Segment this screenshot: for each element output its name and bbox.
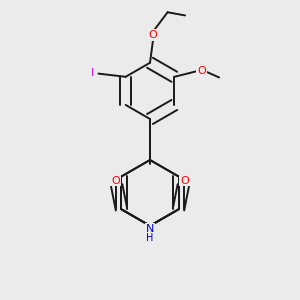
Text: O: O	[111, 176, 120, 186]
Text: I: I	[91, 68, 94, 78]
Text: N: N	[146, 224, 154, 234]
Text: O: O	[197, 66, 206, 76]
Text: O: O	[180, 176, 189, 186]
Text: H: H	[146, 233, 154, 243]
Text: O: O	[149, 30, 158, 40]
